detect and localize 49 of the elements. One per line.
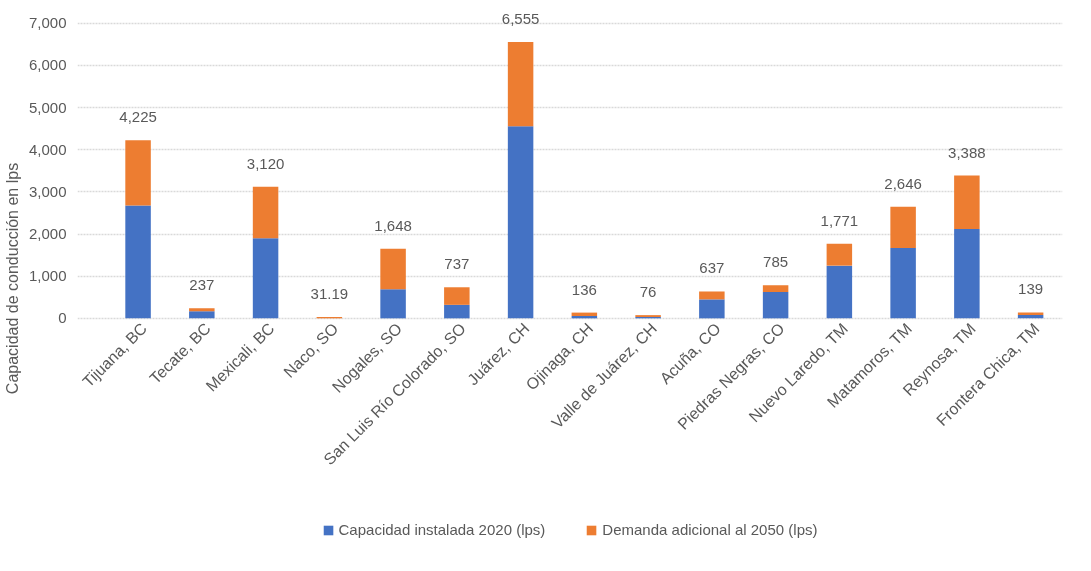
- total-label: 4,225: [119, 108, 157, 126]
- legend-label: Capacidad instalada 2020 (lps): [338, 521, 546, 538]
- y-tick-label: 1,000: [28, 267, 67, 285]
- y-tick-label: 6,000: [28, 56, 67, 74]
- bar: [252, 238, 279, 319]
- bar: [762, 285, 789, 292]
- total-label: 237: [189, 276, 215, 294]
- bar: [252, 186, 279, 239]
- bar: [826, 265, 853, 319]
- legend-label: Demanda adicional al 2050 (lps): [602, 521, 818, 538]
- y-tick-label: 4,000: [28, 140, 67, 158]
- total-label: 2,646: [884, 174, 922, 192]
- bar: [954, 175, 980, 229]
- bar: [954, 228, 980, 319]
- bar: [125, 140, 151, 206]
- y-tick-label: 7,000: [28, 14, 67, 32]
- bar: [826, 243, 853, 266]
- total-label: 1,648: [374, 216, 412, 234]
- total-label: 3,388: [948, 143, 986, 161]
- total-label: 76: [639, 283, 657, 301]
- total-label: 1,771: [820, 211, 859, 229]
- y-tick-label: 5,000: [28, 98, 67, 116]
- y-tick-label: 0: [58, 309, 67, 327]
- total-label: 637: [699, 259, 725, 277]
- bar: [507, 126, 534, 319]
- total-label: 737: [444, 255, 470, 273]
- bar: [444, 304, 470, 319]
- bar: [189, 308, 215, 312]
- bar: [125, 205, 151, 319]
- total-label: 139: [1018, 280, 1044, 298]
- bar: [444, 287, 470, 305]
- bar: [1017, 312, 1044, 315]
- bar: [699, 291, 725, 300]
- bar: [380, 248, 406, 290]
- bar: [507, 42, 534, 127]
- bar: [890, 206, 916, 248]
- total-label: 6,555: [501, 10, 540, 28]
- bar: [762, 291, 789, 319]
- total-label: 785: [763, 253, 789, 271]
- bar: [189, 311, 215, 319]
- y-axis-title: Capacidad de conducción en lps: [3, 162, 21, 395]
- y-tick-label: 2,000: [28, 225, 67, 243]
- bar: [380, 289, 406, 319]
- bar: [699, 299, 725, 319]
- total-label: 31.19: [310, 285, 349, 303]
- total-label: 3,120: [246, 154, 285, 172]
- bar: [890, 247, 916, 319]
- y-tick-label: 3,000: [28, 182, 67, 200]
- total-label: 136: [571, 280, 597, 298]
